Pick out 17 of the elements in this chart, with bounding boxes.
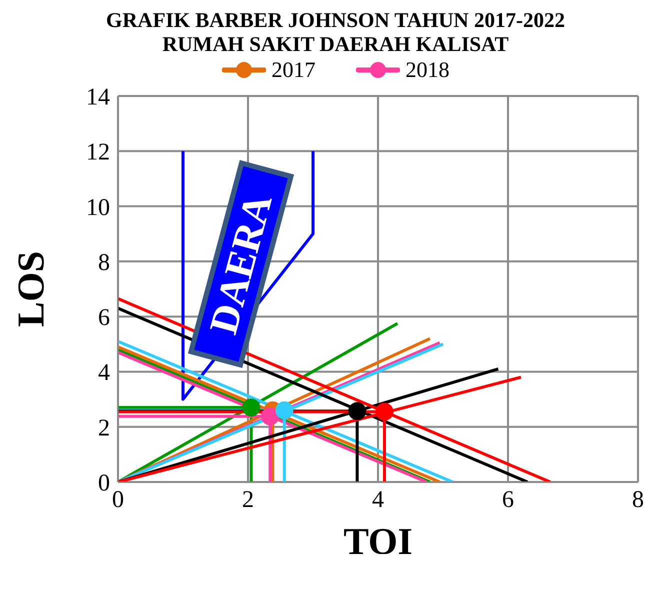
annotation: DAERA: [188, 160, 294, 368]
legend-label: 2017: [272, 57, 316, 83]
x-tick-label: 4: [372, 487, 384, 514]
x-tick-label: 8: [632, 487, 644, 514]
y-tick-label: 8: [98, 250, 110, 276]
y-tick-label: 0: [98, 470, 110, 497]
y-tick-label: 6: [98, 305, 110, 332]
y-tick-label: 10: [86, 194, 110, 221]
y-tick-label: 14: [86, 84, 110, 111]
y-tick-label: 4: [98, 360, 110, 386]
y-tick-label: 12: [86, 140, 110, 166]
chart-title: GRAFIK BARBER JOHNSON TAHUN 2017-2022 RUMAH SAKIT DAERAH KALISAT: [106, 8, 566, 56]
legend-label: 2018: [406, 57, 450, 83]
y-axis-title: LOS: [10, 250, 52, 328]
y-tick-label: 2: [98, 415, 110, 442]
x-tick-label: 2: [242, 487, 254, 514]
x-tick-label: 6: [502, 487, 514, 514]
